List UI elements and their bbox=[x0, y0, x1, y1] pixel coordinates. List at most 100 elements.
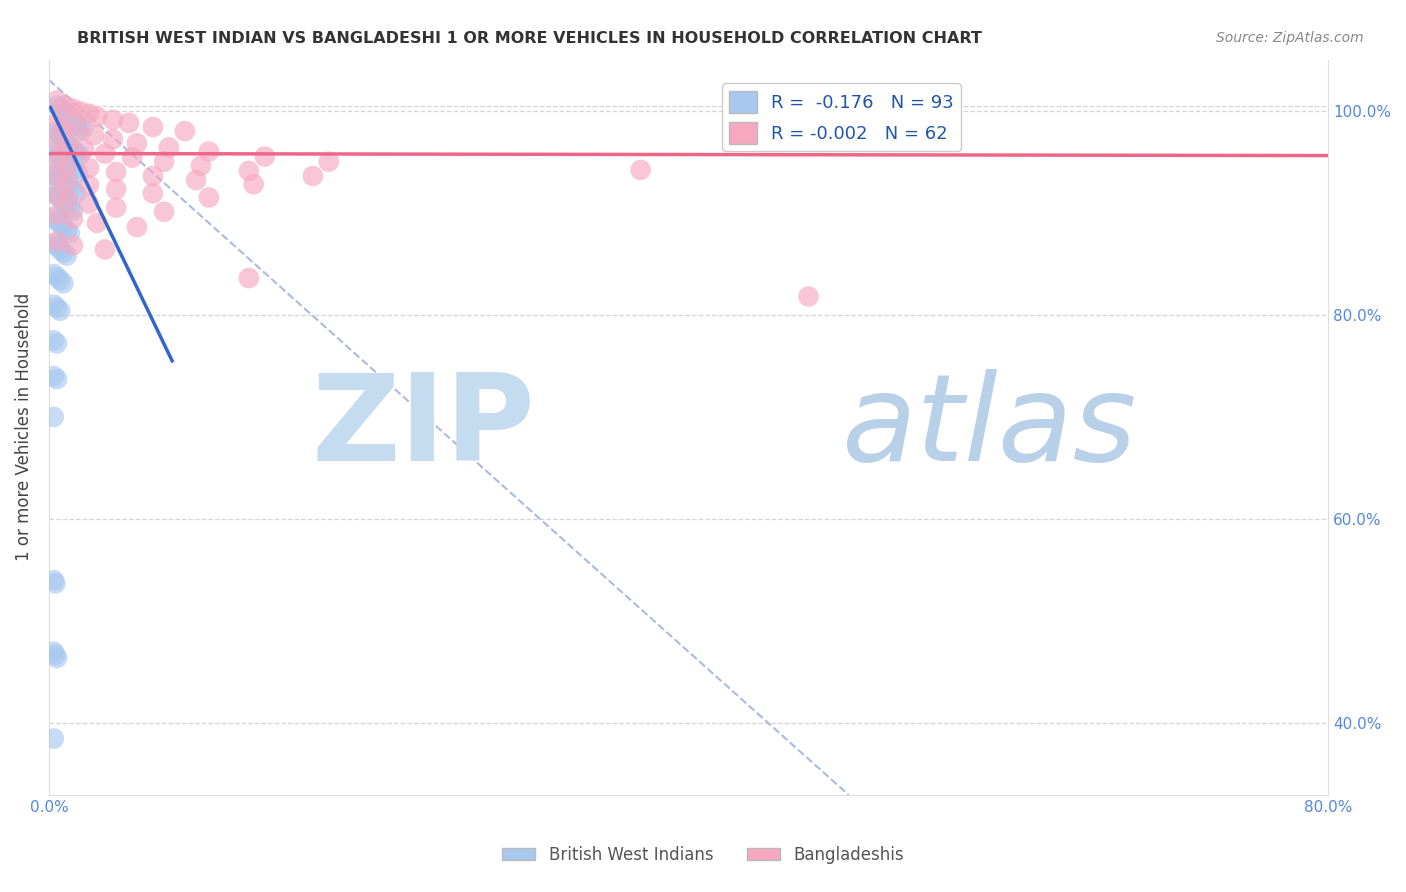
Text: BRITISH WEST INDIAN VS BANGLADESHI 1 OR MORE VEHICLES IN HOUSEHOLD CORRELATION C: BRITISH WEST INDIAN VS BANGLADESHI 1 OR … bbox=[77, 31, 983, 46]
Point bbox=[42, 645, 65, 659]
Point bbox=[105, 165, 128, 179]
Point bbox=[77, 161, 100, 175]
Point bbox=[65, 117, 87, 131]
Point bbox=[301, 169, 323, 183]
Point bbox=[62, 143, 84, 157]
Point bbox=[46, 94, 69, 108]
Point bbox=[49, 273, 72, 287]
Point bbox=[157, 140, 180, 154]
Point bbox=[62, 183, 84, 197]
Point bbox=[46, 134, 69, 148]
Point bbox=[55, 197, 77, 211]
Point bbox=[48, 147, 70, 161]
Point bbox=[59, 111, 82, 125]
Point bbox=[59, 201, 82, 215]
Point bbox=[66, 166, 89, 180]
Point bbox=[62, 113, 84, 128]
Point bbox=[65, 186, 87, 201]
Point bbox=[55, 136, 77, 151]
Point bbox=[66, 124, 89, 138]
Point bbox=[318, 154, 340, 169]
Point bbox=[46, 372, 69, 386]
Point bbox=[59, 139, 82, 153]
Y-axis label: 1 or more Vehicles in Household: 1 or more Vehicles in Household bbox=[15, 293, 32, 561]
Legend: British West Indians, Bangladeshis: British West Indians, Bangladeshis bbox=[495, 839, 911, 871]
Point bbox=[238, 271, 260, 285]
Point bbox=[46, 239, 69, 253]
Point bbox=[94, 243, 117, 257]
Point bbox=[70, 104, 93, 119]
Point bbox=[77, 106, 100, 120]
Point bbox=[53, 153, 76, 168]
Point bbox=[73, 143, 96, 157]
Point bbox=[56, 108, 79, 122]
Point bbox=[42, 267, 65, 281]
Point bbox=[153, 154, 176, 169]
Point bbox=[42, 236, 65, 251]
Point bbox=[101, 112, 124, 127]
Point bbox=[46, 270, 69, 285]
Point bbox=[46, 168, 69, 182]
Point bbox=[153, 204, 176, 219]
Point bbox=[797, 289, 820, 303]
Point bbox=[53, 105, 76, 120]
Point bbox=[49, 303, 72, 318]
Point bbox=[42, 574, 65, 588]
Point bbox=[190, 159, 212, 173]
Point bbox=[52, 133, 75, 147]
Point bbox=[105, 182, 128, 196]
Point bbox=[105, 201, 128, 215]
Point bbox=[49, 243, 72, 257]
Point bbox=[184, 173, 207, 187]
Point bbox=[51, 151, 73, 165]
Point bbox=[49, 171, 72, 186]
Point bbox=[42, 165, 65, 179]
Point bbox=[52, 174, 75, 188]
Point bbox=[118, 116, 141, 130]
Point bbox=[53, 120, 76, 134]
Point bbox=[42, 369, 65, 384]
Point bbox=[59, 226, 82, 240]
Point bbox=[62, 238, 84, 252]
Text: Source: ZipAtlas.com: Source: ZipAtlas.com bbox=[1216, 31, 1364, 45]
Point bbox=[77, 178, 100, 193]
Point bbox=[42, 298, 65, 312]
Point bbox=[63, 162, 86, 177]
Point bbox=[72, 123, 94, 137]
Point bbox=[52, 103, 75, 118]
Point bbox=[142, 120, 165, 134]
Point bbox=[42, 409, 65, 424]
Point bbox=[46, 188, 69, 202]
Point bbox=[46, 116, 69, 130]
Point bbox=[62, 102, 84, 116]
Point bbox=[121, 151, 143, 165]
Point bbox=[53, 98, 76, 112]
Point bbox=[630, 162, 652, 177]
Point bbox=[42, 731, 65, 746]
Point bbox=[142, 169, 165, 183]
Point bbox=[62, 203, 84, 218]
Point bbox=[56, 157, 79, 171]
Point bbox=[242, 177, 264, 191]
Point bbox=[51, 130, 73, 145]
Point bbox=[46, 301, 69, 315]
Point bbox=[55, 223, 77, 237]
Point bbox=[86, 216, 108, 230]
Point bbox=[44, 145, 66, 159]
Text: atlas: atlas bbox=[842, 368, 1137, 485]
Point bbox=[49, 217, 72, 231]
Point bbox=[56, 157, 79, 171]
Point bbox=[55, 249, 77, 263]
Point bbox=[46, 235, 69, 249]
Point bbox=[49, 191, 72, 205]
Point bbox=[125, 220, 148, 235]
Point bbox=[55, 177, 77, 191]
Point bbox=[56, 138, 79, 153]
Point bbox=[238, 164, 260, 178]
Point bbox=[46, 214, 69, 228]
Point bbox=[83, 128, 105, 143]
Point bbox=[142, 186, 165, 201]
Point bbox=[46, 124, 69, 138]
Point bbox=[42, 211, 65, 225]
Point bbox=[46, 153, 69, 167]
